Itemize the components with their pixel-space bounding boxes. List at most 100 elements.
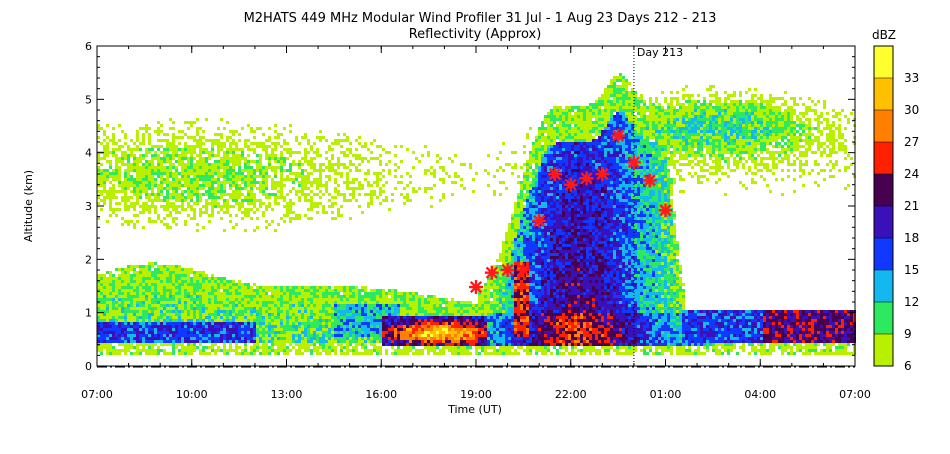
heatmap-cell bbox=[364, 304, 367, 307]
heatmap-cell bbox=[346, 199, 349, 202]
heatmap-cell bbox=[187, 136, 190, 139]
heatmap-cell bbox=[373, 340, 376, 343]
heatmap-cell bbox=[172, 172, 175, 175]
heatmap-cell bbox=[187, 196, 190, 199]
heatmap-cell bbox=[499, 265, 502, 268]
heatmap-cell bbox=[466, 301, 469, 304]
heatmap-cell bbox=[271, 178, 274, 181]
heatmap-cell bbox=[211, 184, 214, 187]
heatmap-cell bbox=[97, 334, 100, 337]
heatmap-cell bbox=[208, 157, 211, 160]
heatmap-cell bbox=[226, 151, 229, 154]
heatmap-cell bbox=[118, 286, 121, 289]
heatmap-cell bbox=[334, 310, 337, 313]
heatmap-cell bbox=[352, 316, 355, 319]
heatmap-cell bbox=[391, 322, 394, 325]
heatmap-cell bbox=[151, 274, 154, 277]
heatmap-cell bbox=[499, 151, 502, 154]
heatmap-cell bbox=[301, 313, 304, 316]
heatmap-cell bbox=[373, 343, 376, 346]
heatmap-cell bbox=[169, 289, 172, 292]
heatmap-cell bbox=[481, 304, 484, 307]
heatmap-cell bbox=[322, 205, 325, 208]
heatmap-cell bbox=[157, 271, 160, 274]
heatmap-cell bbox=[508, 328, 511, 331]
heatmap-cell bbox=[262, 292, 265, 295]
heatmap-cell bbox=[202, 304, 205, 307]
heatmap-cell bbox=[256, 181, 259, 184]
heatmap-cell bbox=[115, 310, 118, 313]
heatmap-cell bbox=[265, 352, 268, 355]
heatmap-cell bbox=[109, 190, 112, 193]
heatmap-cell bbox=[154, 298, 157, 301]
heatmap-cell bbox=[220, 181, 223, 184]
heatmap-cell bbox=[154, 271, 157, 274]
heatmap-cell bbox=[103, 295, 106, 298]
heatmap-cell bbox=[316, 169, 319, 172]
heatmap-cell bbox=[274, 349, 277, 352]
heatmap-cell bbox=[103, 154, 106, 157]
heatmap-cell bbox=[439, 340, 442, 343]
heatmap-cell bbox=[184, 163, 187, 166]
heatmap-cell bbox=[493, 307, 496, 310]
heatmap-cell bbox=[454, 337, 457, 340]
heatmap-cell bbox=[244, 286, 247, 289]
heatmap-cell bbox=[361, 325, 364, 328]
heatmap-cell bbox=[202, 334, 205, 337]
heatmap-cell bbox=[301, 352, 304, 355]
heatmap-cell bbox=[148, 163, 151, 166]
heatmap-cell bbox=[394, 349, 397, 352]
heatmap-cell bbox=[295, 313, 298, 316]
heatmap-cell bbox=[292, 328, 295, 331]
heatmap-cell bbox=[178, 172, 181, 175]
heatmap-cell bbox=[196, 301, 199, 304]
heatmap-cell bbox=[172, 328, 175, 331]
heatmap-cell bbox=[496, 259, 499, 262]
heatmap-cell bbox=[226, 286, 229, 289]
heatmap-cell bbox=[403, 328, 406, 331]
heatmap-cell bbox=[328, 286, 331, 289]
heatmap-cell bbox=[316, 325, 319, 328]
heatmap-cell bbox=[196, 307, 199, 310]
heatmap-cell bbox=[178, 301, 181, 304]
heatmap-cell bbox=[418, 322, 421, 325]
heatmap-cell bbox=[481, 334, 484, 337]
heatmap-cell bbox=[322, 349, 325, 352]
heatmap-cell bbox=[379, 346, 382, 349]
heatmap-cell bbox=[322, 310, 325, 313]
heatmap-cell bbox=[172, 121, 175, 124]
heatmap-cell bbox=[106, 220, 109, 223]
heatmap-cell bbox=[232, 280, 235, 283]
heatmap-cell bbox=[193, 178, 196, 181]
heatmap-cell bbox=[358, 298, 361, 301]
heatmap-cell bbox=[223, 292, 226, 295]
heatmap-cell bbox=[442, 340, 445, 343]
heatmap-cell bbox=[280, 184, 283, 187]
heatmap-cell bbox=[415, 307, 418, 310]
heatmap-cell bbox=[313, 301, 316, 304]
heatmap-cell bbox=[505, 277, 508, 280]
heatmap-cell bbox=[436, 304, 439, 307]
heatmap-cell bbox=[235, 316, 238, 319]
heatmap-cell bbox=[274, 328, 277, 331]
heatmap-cell bbox=[157, 217, 160, 220]
heatmap-cell bbox=[181, 331, 184, 334]
heatmap-cell bbox=[226, 208, 229, 211]
heatmap-cell bbox=[175, 310, 178, 313]
heatmap-cell bbox=[505, 283, 508, 286]
heatmap-cell bbox=[187, 352, 190, 355]
heatmap-cell bbox=[289, 199, 292, 202]
heatmap-cell bbox=[259, 298, 262, 301]
heatmap-cell bbox=[178, 193, 181, 196]
heatmap-cell bbox=[319, 130, 322, 133]
heatmap-cell bbox=[205, 172, 208, 175]
heatmap-cell bbox=[106, 277, 109, 280]
heatmap-cell bbox=[367, 331, 370, 334]
heatmap-cell bbox=[346, 286, 349, 289]
heatmap-cell bbox=[142, 283, 145, 286]
heatmap-cell bbox=[502, 307, 505, 310]
heatmap-cell bbox=[313, 142, 316, 145]
heatmap-cell bbox=[184, 340, 187, 343]
heatmap-cell bbox=[385, 151, 388, 154]
heatmap-cell bbox=[145, 313, 148, 316]
